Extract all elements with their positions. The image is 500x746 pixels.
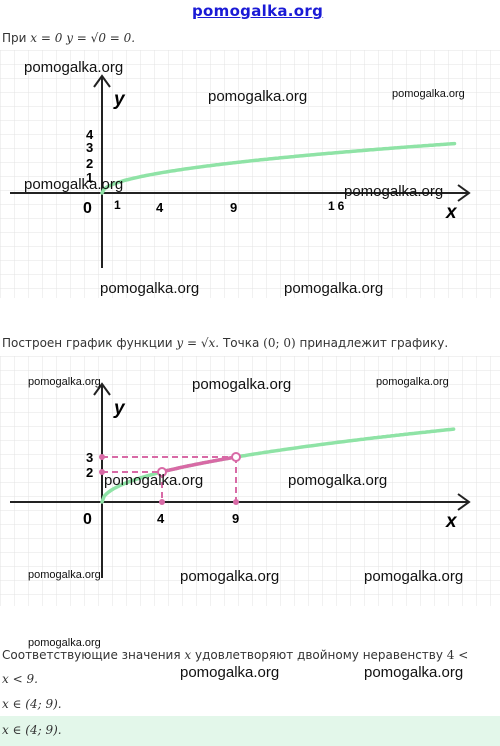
watermark: pomogalka.org [288,472,388,489]
watermark: pomogalka.org [376,376,449,388]
graph-2-origin: 0 [83,511,92,528]
line3-ineq-a: 4 < [446,648,469,662]
graph-2-x-label: x [445,511,458,532]
line1-prefix: При [2,31,27,45]
watermark: pomogalka.org [100,280,200,297]
watermark: pomogalka.org [28,637,101,649]
text-line-4: x ∈ (4; 9). [2,697,62,711]
text-line-2: Построен график функции y = √x. Точка (0… [2,336,448,350]
graph-2-tick-dot [99,454,105,460]
line3-text2: удовлетворяют двойному неравенству [195,648,443,662]
graph-1-x-label: x [445,202,458,223]
graph-1-grid [0,50,500,298]
graph-1-sqrt-curve [100,141,457,195]
graph-2-y-tick: 2 [86,465,93,480]
line2-function: y = √x. [176,336,220,350]
graph-2-x-arrow [457,493,471,511]
line2-text: Построен график функции [2,336,173,350]
graph-2-open-point [157,467,167,477]
graph-1-y-tick: 2 [86,156,93,171]
line2-point-text: Точка [222,336,260,350]
line3-text1: Соответствующие значения [2,648,181,662]
watermark: pomogalka.org [180,664,280,681]
watermark: pomogalka.org [284,280,384,297]
line2-point: (0; 0) [263,336,296,350]
graph-1-x-tick: 1 [114,198,121,212]
graph-2-tick-dot [233,499,239,505]
graph-1-x-tick: 16 [328,199,347,213]
watermark: pomogalka.org [364,664,464,681]
watermark: pomogalka.org [28,376,101,388]
graph-2-highlight-segment [159,455,238,474]
graph-2-x-tick: 4 [157,511,165,526]
watermark: pomogalka.org [208,88,308,105]
line1-condition: x = 0 [30,31,63,45]
graph-1-x-tick: 4 [156,200,164,215]
line1-equation: y = √0 = 0. [66,31,136,45]
answer-box: x ∈ (4; 9). [0,716,500,746]
text-line-3b: x < 9. [2,672,38,686]
watermark: pomogalka.org [24,176,124,193]
graph-1: y x 0 4 3 2 1 1 4 9 16 [0,50,500,298]
graph-1-y-tick: 1 [86,170,93,185]
graph-1-origin: 0 [83,200,92,217]
text-line-3: Соответствующие значения x удовлетворяют… [2,648,468,662]
graph-2-open-point [231,452,241,462]
watermark: pomogalka.org [104,472,204,489]
graph-1-x-arrow [457,184,471,202]
watermark: pomogalka.org [392,88,465,100]
line3-var: x [184,648,192,662]
watermark: pomogalka.org [364,568,464,585]
graph-2-y-tick: 3 [86,450,93,465]
graph-2-y-label: y [113,398,126,419]
watermark: pomogalka.org [180,568,280,585]
graph-2: y x 0 3 2 4 9 [0,356,500,606]
graph-2-tick-dot [159,499,165,505]
answer-text: x ∈ (4; 9). [2,723,62,737]
graph-1-y-tick: 3 [86,140,93,155]
graph-1-y-tick: 4 [86,127,94,142]
text-line-1: При x = 0 y = √0 = 0. [2,31,135,45]
graph-2-x-tick: 9 [232,511,239,526]
watermark: pomogalka.org [28,569,101,581]
line3-ineq-b: x < 9. [2,672,38,686]
line2-tail: принадлежит графику. [299,336,449,350]
site-link[interactable]: pomogalka.org [192,2,324,20]
watermark: pomogalka.org [24,59,124,76]
graph-1-y-label: y [113,89,126,110]
graph-2-y-arrow [93,382,111,396]
graph-1-y-arrow [93,74,111,88]
graph-1-x-tick: 9 [230,200,237,215]
graph-2-tick-dot [99,469,105,475]
watermark: pomogalka.org [192,376,292,393]
watermark: pomogalka.org [344,183,444,200]
graph-2-grid [0,356,500,606]
